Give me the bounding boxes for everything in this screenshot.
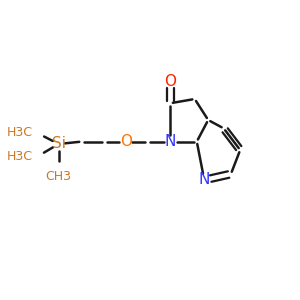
- Text: N: N: [165, 134, 176, 149]
- Text: H3C: H3C: [7, 150, 33, 164]
- Text: N: N: [199, 172, 210, 188]
- Text: Si: Si: [52, 136, 66, 152]
- Text: O: O: [120, 134, 132, 149]
- Text: H3C: H3C: [7, 126, 33, 140]
- Text: CH3: CH3: [46, 169, 72, 182]
- Text: O: O: [164, 74, 176, 89]
